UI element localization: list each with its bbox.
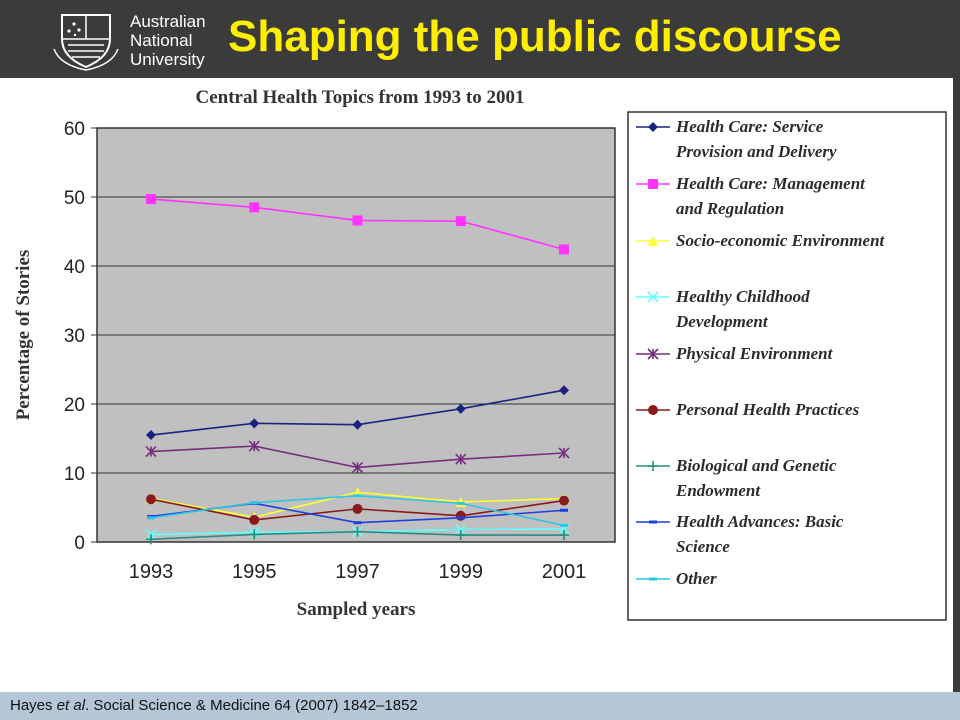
anu-crest-logo bbox=[53, 14, 119, 71]
citation-etal: et al bbox=[56, 697, 86, 714]
legend-label: Other bbox=[676, 569, 717, 588]
data-point bbox=[249, 202, 260, 213]
data-point bbox=[147, 516, 155, 520]
legend-marker bbox=[647, 291, 659, 303]
data-point bbox=[146, 494, 156, 505]
data-point bbox=[559, 530, 569, 541]
university-name-line-2: National bbox=[130, 31, 193, 50]
data-point bbox=[352, 503, 363, 514]
data-point bbox=[456, 501, 465, 505]
chart-title: Central Health Topics from 1993 to 2001 bbox=[196, 87, 525, 108]
university-name-line-3: University bbox=[130, 50, 205, 69]
data-point bbox=[353, 521, 362, 525]
data-point bbox=[249, 514, 260, 525]
citation-author: Hayes bbox=[10, 697, 57, 714]
x-tick-label: 2001 bbox=[542, 561, 587, 583]
x-axis-label: Sampled years bbox=[297, 599, 416, 620]
legend-marker bbox=[647, 348, 659, 360]
data-point bbox=[353, 494, 362, 498]
data-point bbox=[455, 524, 467, 536]
legend-label: Personal Health Practices bbox=[675, 400, 860, 419]
data-point bbox=[560, 508, 568, 512]
legend-marker bbox=[649, 577, 657, 581]
legend-label: Endowment bbox=[675, 481, 761, 500]
x-tick-label: 1997 bbox=[335, 561, 380, 583]
legend-marker bbox=[648, 122, 658, 132]
legend-box bbox=[627, 111, 947, 621]
legend-label: Biological and Genetic bbox=[675, 456, 837, 475]
line-chart: Central Health Topics from 1993 to 2001 0… bbox=[13, 87, 947, 621]
data-point bbox=[455, 453, 467, 465]
data-point bbox=[250, 501, 259, 505]
slide-title: Shaping the public discourse bbox=[228, 12, 842, 61]
data-point bbox=[560, 523, 568, 527]
y-tick-label: 60 bbox=[64, 119, 85, 140]
legend-label: and Regulation bbox=[676, 199, 784, 218]
data-point bbox=[455, 216, 466, 227]
data-point bbox=[249, 418, 260, 429]
data-point bbox=[456, 516, 465, 520]
legend-label: Healthy Childhood bbox=[675, 287, 810, 306]
data-point bbox=[558, 447, 570, 459]
data-point bbox=[559, 244, 569, 255]
slide-header: Australian National University Shaping t… bbox=[0, 0, 960, 78]
data-point bbox=[146, 534, 156, 545]
legend-label: Physical Environment bbox=[675, 344, 834, 363]
data-point bbox=[559, 495, 569, 506]
legend-marker bbox=[648, 405, 658, 415]
y-tick-label: 0 bbox=[74, 533, 85, 554]
citation: Hayes et al. Social Science & Medicine 6… bbox=[10, 697, 418, 714]
y-tick-label: 10 bbox=[64, 464, 85, 485]
y-tick-label: 30 bbox=[64, 326, 85, 347]
citation-rest: . Social Science & Medicine 64 (2007) 18… bbox=[85, 697, 418, 714]
data-point bbox=[455, 403, 466, 414]
legend-label: Socio-economic Environment bbox=[676, 231, 886, 250]
legend-label: Health Advances: Basic bbox=[675, 512, 844, 531]
data-point bbox=[249, 529, 260, 540]
legend-label: Development bbox=[675, 312, 769, 331]
y-tick-label: 20 bbox=[64, 395, 85, 416]
data-point bbox=[352, 526, 363, 537]
y-axis-label: Percentage of Stories bbox=[13, 250, 34, 421]
legend-marker bbox=[648, 461, 658, 471]
data-point bbox=[351, 461, 364, 474]
data-point bbox=[352, 215, 363, 226]
legend-label: Health Care: Service bbox=[675, 117, 824, 136]
plot-frame bbox=[96, 127, 616, 543]
x-tick-label: 1995 bbox=[232, 561, 277, 583]
legend-marker bbox=[649, 520, 657, 524]
x-tick-label: 1999 bbox=[439, 561, 484, 583]
legend-label: Health Care: Management bbox=[675, 174, 866, 193]
footer-bar: Hayes et al. Social Science & Medicine 6… bbox=[0, 692, 960, 720]
legend-marker bbox=[648, 179, 658, 189]
y-tick-label: 50 bbox=[64, 188, 85, 209]
legend-label: Science bbox=[676, 537, 730, 556]
university-name-line-1: Australian bbox=[130, 12, 206, 31]
x-tick-label: 1993 bbox=[129, 561, 174, 583]
right-edge-bar bbox=[953, 78, 960, 692]
data-point bbox=[455, 530, 466, 541]
data-point bbox=[146, 194, 156, 205]
data-point bbox=[145, 446, 157, 458]
data-point bbox=[146, 430, 156, 441]
university-name: Australian National University bbox=[130, 12, 206, 69]
legend-marker bbox=[648, 236, 658, 246]
legend-label: Provision and Delivery bbox=[675, 142, 837, 161]
data-point bbox=[559, 385, 569, 396]
data-point bbox=[248, 440, 260, 452]
data-point bbox=[352, 419, 363, 430]
y-tick-label: 40 bbox=[64, 257, 85, 278]
